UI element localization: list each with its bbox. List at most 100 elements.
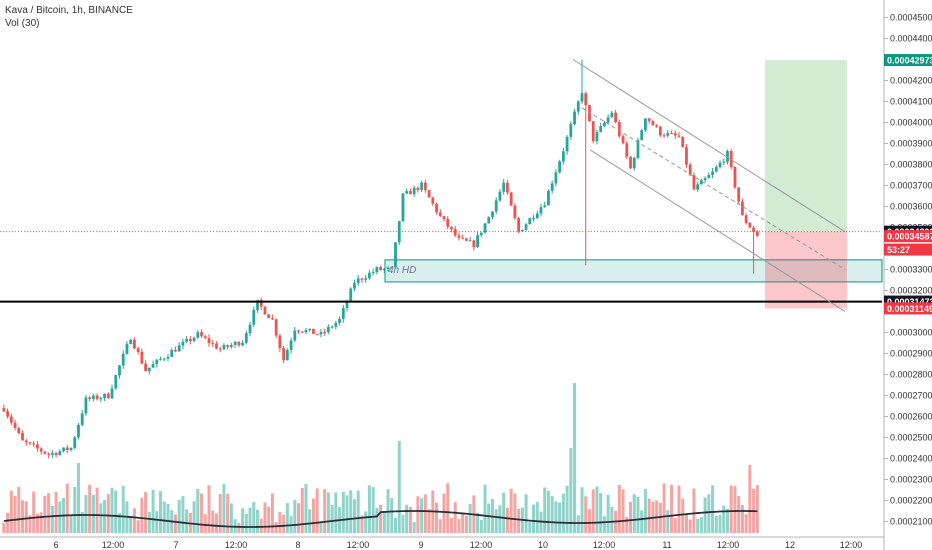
candle-body [237, 342, 241, 346]
candle-body [312, 328, 315, 334]
candle-body [655, 125, 659, 127]
candle-body [468, 240, 472, 242]
volume-bar [379, 504, 383, 533]
candle-body [114, 375, 118, 389]
volume-bar [293, 500, 297, 533]
volume-bar [584, 496, 588, 533]
candle-body [685, 147, 688, 165]
candle-body [323, 331, 327, 333]
candle-body [718, 162, 722, 168]
volume-bar [185, 509, 189, 533]
candle-body [632, 157, 636, 169]
time-axis-label: 12:00 [593, 540, 616, 550]
channel-mid-line[interactable] [581, 107, 846, 270]
volume-bar [565, 485, 569, 533]
volume-bar [32, 491, 36, 533]
volume-bar [282, 514, 286, 533]
stop-loss-area[interactable] [765, 231, 847, 309]
volume-bar [711, 485, 715, 533]
volume-bar [110, 487, 114, 533]
candle-body [755, 231, 759, 236]
candle-body [211, 343, 215, 345]
candle-body [405, 191, 409, 194]
candle-body [487, 217, 491, 224]
volume-bar [494, 509, 498, 533]
volume-bar [394, 517, 398, 533]
channel-upper-line[interactable] [572, 59, 846, 233]
take-profit-area[interactable] [765, 60, 847, 232]
candle-body [80, 413, 84, 425]
volume-bar [405, 504, 409, 533]
volume-bar [453, 502, 457, 533]
candle-body [550, 183, 554, 191]
candle-body [177, 345, 181, 352]
candle-body [334, 322, 338, 327]
price-tag-box [884, 302, 932, 315]
volume-bar [121, 485, 125, 533]
candle-body [73, 437, 77, 448]
candle-body [147, 367, 151, 372]
volume-bar [177, 499, 181, 533]
channel-lower-line[interactable] [589, 149, 846, 312]
time-axis-label: 8 [295, 540, 300, 550]
volume-bar [151, 489, 155, 533]
candle-body [50, 452, 54, 455]
candle-body [218, 348, 222, 350]
candle-body [461, 237, 465, 239]
candle-body [509, 192, 513, 206]
hidden-divergence-zone[interactable] [384, 259, 883, 283]
volume-bar [546, 490, 550, 533]
candle-body [338, 318, 341, 323]
volume-bar [375, 507, 379, 533]
volume-bar [69, 515, 73, 533]
candle-body [390, 267, 394, 269]
candle-body [271, 318, 274, 320]
time-axis-label: 12:00 [225, 540, 248, 550]
candle-body [606, 117, 610, 123]
candle-body [21, 432, 24, 441]
candle-body [241, 342, 244, 346]
candle-body [621, 136, 625, 144]
volume-bar [226, 493, 230, 533]
candle-body [192, 337, 196, 341]
volume-bar [714, 515, 718, 533]
candle-body [483, 223, 487, 233]
candle-body [576, 101, 580, 112]
candle-body [442, 216, 446, 220]
candle-body [539, 207, 543, 214]
volume-bar [73, 487, 77, 533]
volume-bar [449, 518, 453, 533]
price-tag-box [884, 54, 932, 67]
candle-body [554, 172, 558, 184]
volume-bar [155, 511, 159, 533]
volume-bar [606, 494, 610, 533]
volume-bar [88, 484, 92, 533]
volume-bar [252, 502, 256, 533]
volume-bar [502, 492, 506, 533]
volume-bar [457, 519, 461, 533]
candle-body [688, 164, 692, 176]
volume-bar [464, 515, 468, 533]
volume-bar [625, 516, 629, 533]
candle-body [196, 332, 200, 338]
candle-body [647, 118, 651, 122]
candle-body [494, 200, 498, 212]
volume-indicator-label: Vol (30) [5, 18, 39, 29]
volume-bar [241, 508, 245, 533]
candle-body [62, 447, 65, 452]
volume-bar [587, 509, 591, 533]
time-axis-label: 7 [173, 540, 178, 550]
candle-body [256, 300, 259, 310]
volume-bar [99, 503, 103, 533]
volume-bar [423, 494, 427, 533]
volume-bar [76, 463, 80, 533]
candle-body [364, 278, 368, 280]
volume-bar [479, 519, 483, 533]
volume-bar [364, 511, 368, 533]
candle-body [43, 451, 47, 454]
